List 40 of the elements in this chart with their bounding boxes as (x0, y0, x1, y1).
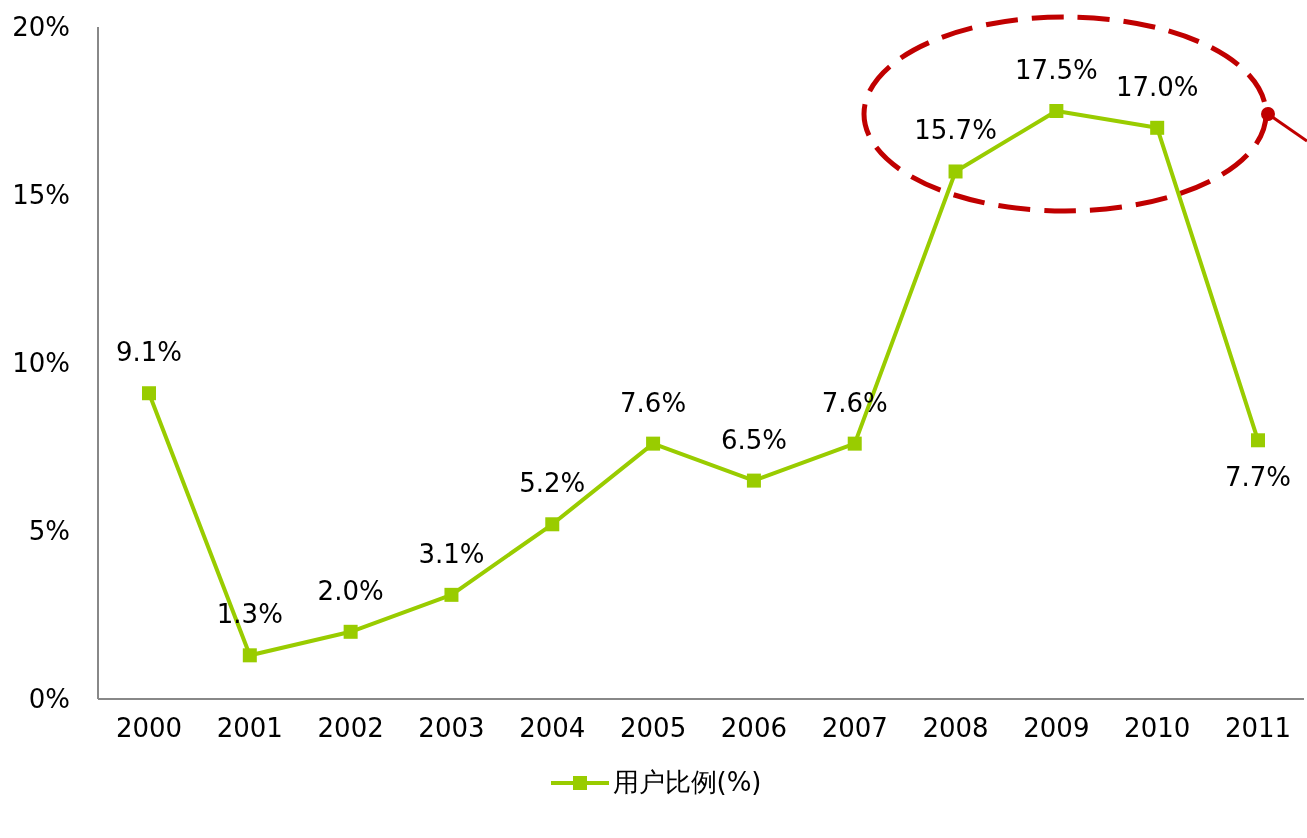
data-label: 5.2% (519, 468, 586, 499)
point (545, 517, 560, 532)
x-tick-label: 2002 (317, 713, 384, 744)
x-tick-label: 2000 (115, 713, 183, 744)
point (746, 473, 761, 488)
data-label: 6.5% (720, 424, 787, 455)
x-tick-label: 2011 (1224, 713, 1292, 744)
point (343, 624, 358, 639)
data-label: 7.7% (1224, 462, 1292, 493)
legend-label: 用户比例(%) (612, 766, 762, 799)
y-tick-label: 20% (12, 12, 70, 43)
point (646, 436, 661, 451)
point (242, 648, 257, 663)
data-label: 9.1% (115, 337, 183, 368)
data-label: 17.0% (1115, 71, 1199, 102)
x-tick-label: 2008 (922, 713, 989, 744)
y-tick-label: 15% (12, 180, 70, 211)
data-label: 2.0% (317, 575, 384, 606)
y-tick-label: 0% (28, 684, 70, 715)
x-tick-label: 2004 (519, 713, 586, 744)
x-tick-label: 2001 (216, 713, 283, 744)
x-tick-label: 2003 (418, 713, 485, 744)
point (948, 164, 963, 179)
data-label: 3.1% (418, 538, 485, 569)
point (1251, 433, 1265, 448)
x-tick-label: 2005 (620, 713, 687, 744)
point (444, 587, 459, 602)
y-tick-label: 5% (28, 516, 70, 547)
point (142, 386, 156, 401)
x-tick-label: 2007 (821, 713, 888, 744)
data-label: 7.6% (620, 387, 687, 418)
point (1150, 120, 1165, 135)
point (847, 436, 862, 451)
y-tick-label: 10% (12, 348, 70, 379)
x-tick-label: 2010 (1124, 713, 1191, 744)
data-label: 15.7% (914, 115, 997, 146)
x-tick-label: 2009 (1023, 713, 1090, 744)
point (1049, 104, 1064, 118)
x-tick-label: 2006 (720, 713, 787, 744)
data-label: 17.5% (1015, 55, 1098, 85)
